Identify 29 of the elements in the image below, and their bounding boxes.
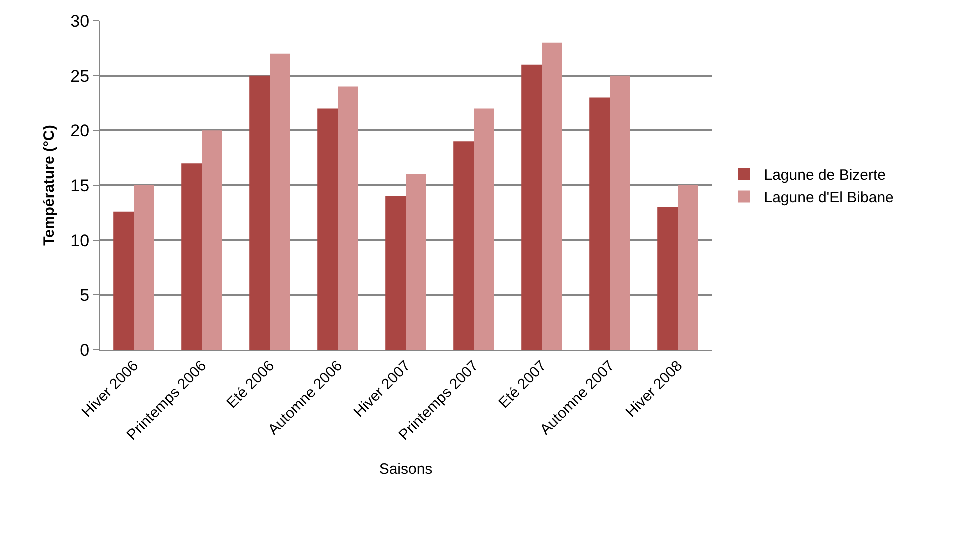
- bar: [202, 130, 222, 350]
- y-tick-label: 20: [70, 122, 90, 141]
- y-tick-label: 5: [80, 286, 90, 306]
- y-tick-label: 0: [80, 340, 90, 360]
- bar: [182, 164, 202, 350]
- bar: [270, 54, 290, 350]
- bar: [134, 186, 154, 350]
- bar: [114, 212, 134, 350]
- bar: [658, 207, 678, 350]
- bar: [250, 76, 270, 350]
- x-axis-title: Saisons: [379, 460, 433, 478]
- bar: [522, 64, 542, 350]
- bar: [454, 142, 474, 350]
- bar: [610, 76, 630, 350]
- bar: [542, 42, 562, 350]
- legend-label: Lagune d'El Bibane: [764, 190, 894, 207]
- bar: [386, 196, 406, 350]
- bar: [318, 108, 338, 350]
- y-tick-label: 25: [70, 66, 90, 86]
- legend-label: Lagune de Bizerte: [764, 167, 886, 184]
- bar: [406, 174, 426, 350]
- bar: [590, 98, 610, 350]
- y-axis-title: Température (°C): [40, 125, 58, 246]
- y-tick-label: 10: [70, 231, 90, 250]
- y-tick-label: 30: [70, 12, 90, 31]
- y-tick-label: 15: [70, 176, 90, 196]
- bar: [338, 86, 358, 350]
- bar: [678, 186, 698, 350]
- bar: [474, 108, 494, 350]
